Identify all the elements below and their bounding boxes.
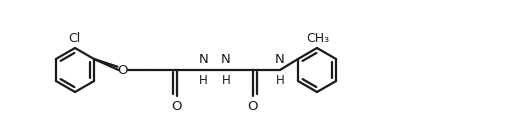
Text: N: N — [221, 53, 231, 66]
Text: N: N — [275, 53, 285, 66]
Text: CH₃: CH₃ — [307, 32, 330, 45]
Text: H: H — [276, 74, 284, 87]
Text: H: H — [199, 74, 208, 87]
Text: O: O — [248, 100, 258, 113]
Text: Cl: Cl — [68, 32, 80, 45]
Text: N: N — [198, 53, 209, 66]
Text: O: O — [171, 100, 182, 113]
Text: O: O — [117, 64, 128, 77]
Text: H: H — [222, 74, 230, 87]
